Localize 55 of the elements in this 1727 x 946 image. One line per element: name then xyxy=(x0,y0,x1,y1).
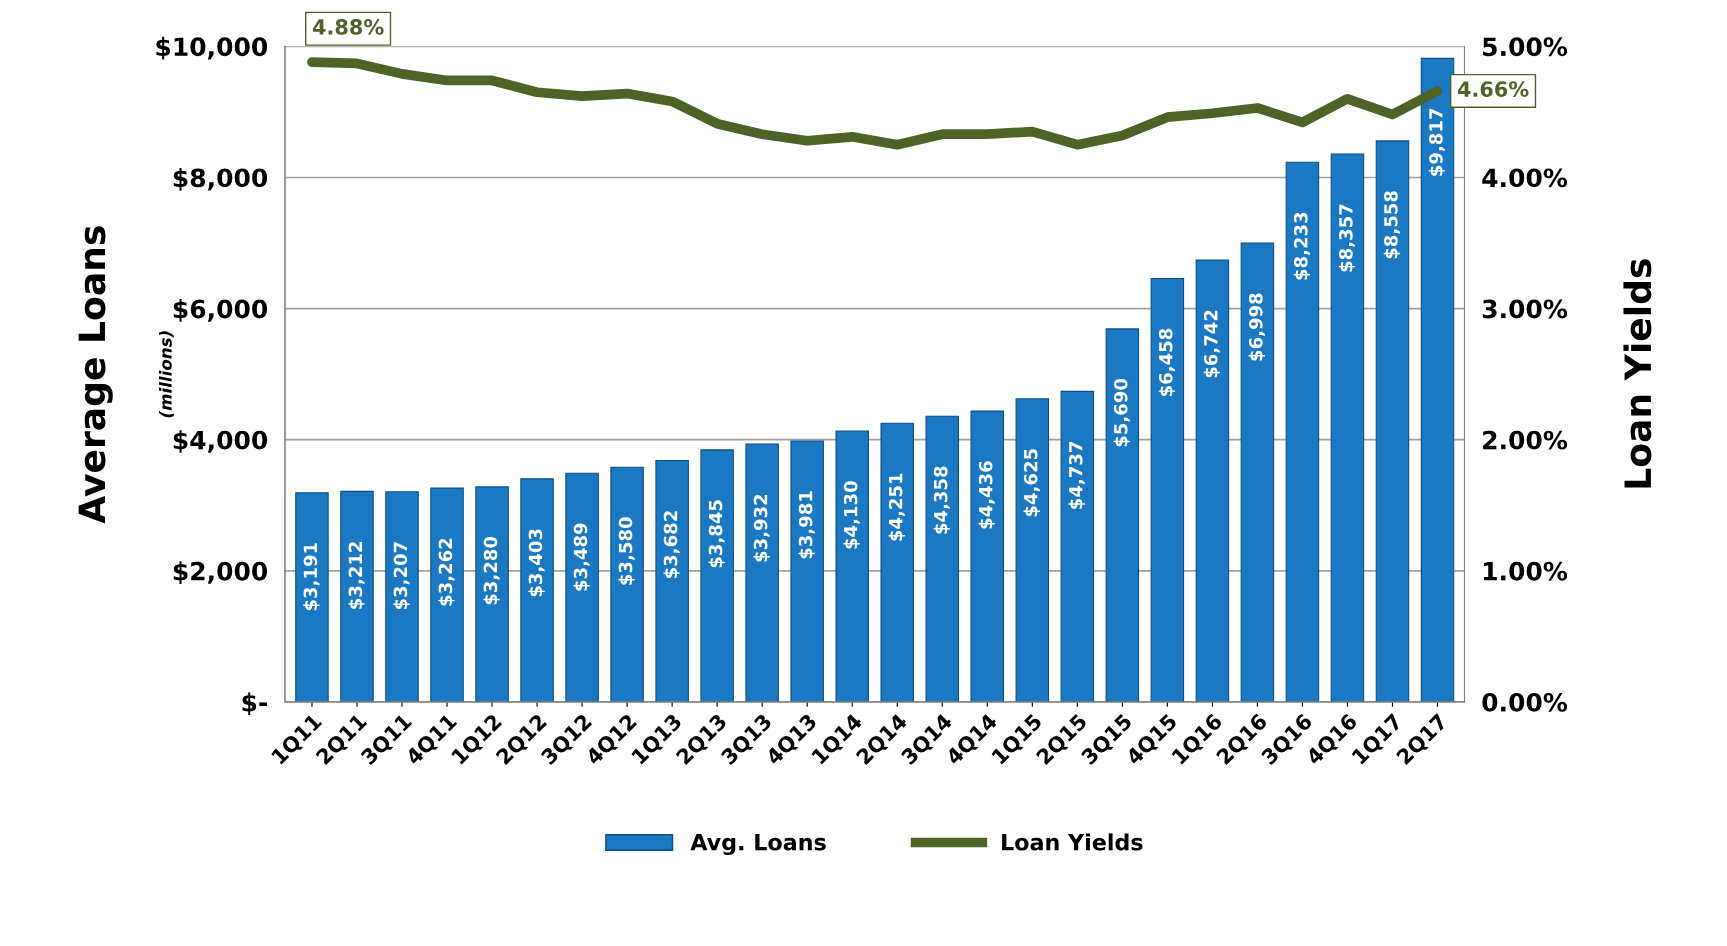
y-tick-label: $10,000 xyxy=(156,36,268,60)
bar xyxy=(1330,153,1365,702)
data-label: $9,817 xyxy=(1428,108,1446,176)
data-label: $8,233 xyxy=(1293,212,1311,280)
y-tick-label: $4,000 xyxy=(173,430,268,453)
y2-tick-label: 2.00% xyxy=(1483,430,1568,450)
data-label: $3,682 xyxy=(663,511,680,578)
bar xyxy=(1015,398,1050,702)
y2-tick-label: 5.00% xyxy=(1483,37,1568,57)
data-label: $8,357 xyxy=(1338,204,1356,272)
legend-label: Loan Yields xyxy=(1002,833,1143,851)
y-axis-title: Average Loans xyxy=(78,226,113,524)
data-label: $3,932 xyxy=(753,494,770,562)
y-tick-label: $8,000 xyxy=(173,167,268,191)
data-label: $6,742 xyxy=(1203,310,1221,378)
y2-tick-label: 0.00% xyxy=(1482,692,1568,712)
data-label: $4,130 xyxy=(843,481,860,549)
data-label: $3,207 xyxy=(393,542,410,610)
y2-axis-title: Loan Yields xyxy=(1623,259,1652,488)
data-label: $3,262 xyxy=(438,538,455,606)
data-label: $3,212 xyxy=(348,542,365,609)
data-label: $6,998 xyxy=(1248,293,1266,361)
text: (millions) xyxy=(158,331,174,418)
bar xyxy=(1285,161,1320,702)
data-label: $3,403 xyxy=(528,529,545,597)
data-label: 4.88% xyxy=(312,19,384,35)
data-label: $8,558 xyxy=(1383,191,1401,259)
data-label: $3,981 xyxy=(798,491,815,559)
bar xyxy=(1060,390,1095,702)
bar xyxy=(1105,328,1140,702)
y-tick-label: $- xyxy=(242,692,267,716)
data-label: $3,489 xyxy=(573,523,590,591)
data-label: $5,690 xyxy=(1113,378,1130,447)
data-label: $3,280 xyxy=(483,536,500,605)
data-label: $4,358 xyxy=(933,466,950,534)
bar xyxy=(1240,242,1275,702)
y2-tick-label: 3.00% xyxy=(1482,299,1568,319)
y-tick-label: $6,000 xyxy=(173,299,268,322)
y-tick-label: $2,000 xyxy=(173,561,268,584)
data-label: $4,625 xyxy=(1023,449,1040,517)
data-label: $3,845 xyxy=(708,500,725,568)
data-label: 4.66% xyxy=(1457,81,1529,97)
data-label: $3,191 xyxy=(303,543,320,611)
y2-tick-label: 1.00% xyxy=(1483,561,1568,581)
data-label: $4,737 xyxy=(1068,441,1085,509)
data-label: $3,580 xyxy=(618,517,635,585)
data-label: $4,251 xyxy=(888,473,905,541)
bar xyxy=(1375,140,1410,702)
y2-tick-label: 4.00% xyxy=(1482,168,1568,188)
bar xyxy=(1195,259,1230,702)
data-label: $6,458 xyxy=(1158,328,1175,396)
bar xyxy=(1150,278,1185,702)
legend-label: Avg. Loans xyxy=(690,834,826,856)
bar xyxy=(1420,57,1455,702)
data-label: $4,436 xyxy=(978,461,995,529)
